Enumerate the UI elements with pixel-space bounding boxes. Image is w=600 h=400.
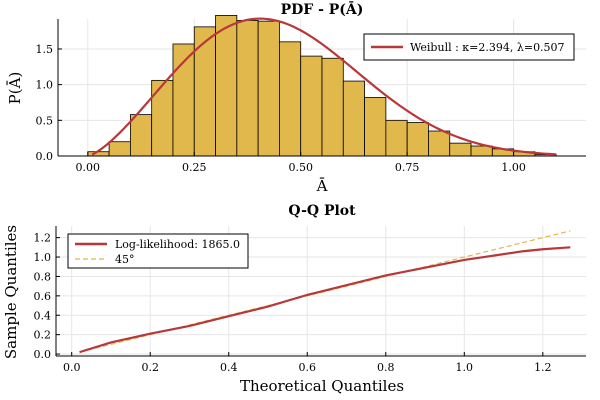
qq-x-tick-label: 0.0 bbox=[63, 361, 81, 374]
qq-x-tick-label: 1.2 bbox=[534, 361, 552, 374]
histogram-bar bbox=[236, 20, 259, 157]
histogram-bar bbox=[87, 151, 110, 157]
pdf-y-ticks: 0.0 0.5 1.0 1.5 bbox=[36, 43, 62, 163]
qq-title: Q-Q Plot bbox=[288, 203, 356, 219]
qq-y-tick-label: 0.4 bbox=[34, 309, 52, 322]
pdf-y-tick-label: 1.0 bbox=[36, 79, 54, 92]
pdf-x-tick-label: 0.50 bbox=[288, 161, 313, 174]
pdf-y-tick-label: 1.5 bbox=[36, 43, 54, 56]
qq-panel: 0.0 0.2 0.4 0.6 0.8 1.0 1.2 0.0 0.2 0.4 0.6 0.8 1.0… bbox=[2, 203, 586, 395]
pdf-title: PDF - P(Ā) bbox=[281, 0, 364, 18]
histogram-bar bbox=[470, 145, 493, 157]
qq-x-tick-label: 0.2 bbox=[141, 361, 159, 374]
qq-y-tick-label: 0.0 bbox=[34, 348, 52, 361]
pdf-panel: 0.00 0.25 0.50 0.75 1.00 0.0 0.5 1.0 1.5 PDF - … bbox=[6, 0, 586, 195]
histogram-bar bbox=[108, 141, 131, 157]
pdf-legend-label-weibull: Weibull : κ=2.394, λ=0.507 bbox=[410, 41, 565, 54]
histogram-bar bbox=[257, 20, 280, 157]
qq-y-tick-label: 1.2 bbox=[34, 232, 52, 245]
qq-x-tick-label: 0.8 bbox=[377, 361, 395, 374]
qq-lines bbox=[79, 230, 571, 354]
histogram-bar bbox=[406, 122, 429, 157]
histogram-bar bbox=[428, 130, 451, 157]
histogram-bar bbox=[215, 15, 238, 157]
qq-y-tick-label: 0.6 bbox=[34, 290, 52, 303]
qq-legend-label-45deg: 45° bbox=[115, 253, 135, 266]
qq-legend-box bbox=[67, 233, 249, 269]
histogram-bar bbox=[151, 79, 174, 157]
pdf-y-tick-label: 0.5 bbox=[36, 114, 54, 127]
qq-x-tick-label: 0.6 bbox=[299, 361, 317, 374]
pdf-x-axis-label: Ā bbox=[316, 177, 328, 195]
histogram-bar bbox=[300, 55, 323, 157]
qq-y-tick-label: 0.2 bbox=[34, 329, 52, 342]
pdf-y-axis-label: P(Ā) bbox=[6, 72, 24, 105]
pdf-y-tick-label: 0.0 bbox=[36, 150, 54, 163]
histogram-bar bbox=[321, 57, 344, 157]
pdf-x-ticks: 0.00 0.25 0.50 0.75 1.00 bbox=[76, 152, 526, 174]
histogram-bar bbox=[385, 119, 408, 157]
qq-x-axis-label: Theoretical Quantiles bbox=[240, 377, 404, 395]
qq-x-tick-label: 0.4 bbox=[220, 361, 238, 374]
histogram-bar bbox=[449, 142, 472, 157]
histogram-bar bbox=[129, 114, 153, 157]
pdf-x-tick-label: 0.75 bbox=[395, 161, 420, 174]
histogram-bar bbox=[364, 97, 387, 157]
qq-legend-label-loglik: Log-likelihood: 1865.0 bbox=[115, 238, 240, 251]
histogram-bar bbox=[342, 80, 365, 157]
weibull-fit-line bbox=[91, 17, 557, 156]
pdf-fit-layer bbox=[91, 17, 557, 156]
qq-y-tick-label: 0.8 bbox=[34, 270, 52, 283]
histogram-bar bbox=[279, 41, 302, 157]
pdf-bars bbox=[87, 15, 557, 157]
qq-x-tick-label: 1.0 bbox=[456, 361, 474, 374]
qq-y-ticks: 0.0 0.2 0.4 0.6 0.8 1.0 1.2 bbox=[34, 232, 60, 361]
qq-sample-line bbox=[79, 246, 571, 354]
qq-y-tick-label: 1.0 bbox=[34, 251, 52, 264]
qq-y-axis-label: Sample Quantiles bbox=[2, 225, 20, 359]
qq-legend: Log-likelihood: 1865.0 45° bbox=[67, 233, 249, 269]
pdf-x-tick-label: 1.00 bbox=[501, 161, 526, 174]
pdf-legend: Weibull : κ=2.394, λ=0.507 bbox=[363, 33, 575, 61]
histogram-bar bbox=[193, 26, 216, 157]
pdf-x-tick-label: 0.25 bbox=[182, 161, 207, 174]
pdf-x-tick-label: 0.00 bbox=[76, 161, 101, 174]
qq-x-ticks: 0.0 0.2 0.4 0.6 0.8 1.0 1.2 bbox=[63, 352, 552, 374]
